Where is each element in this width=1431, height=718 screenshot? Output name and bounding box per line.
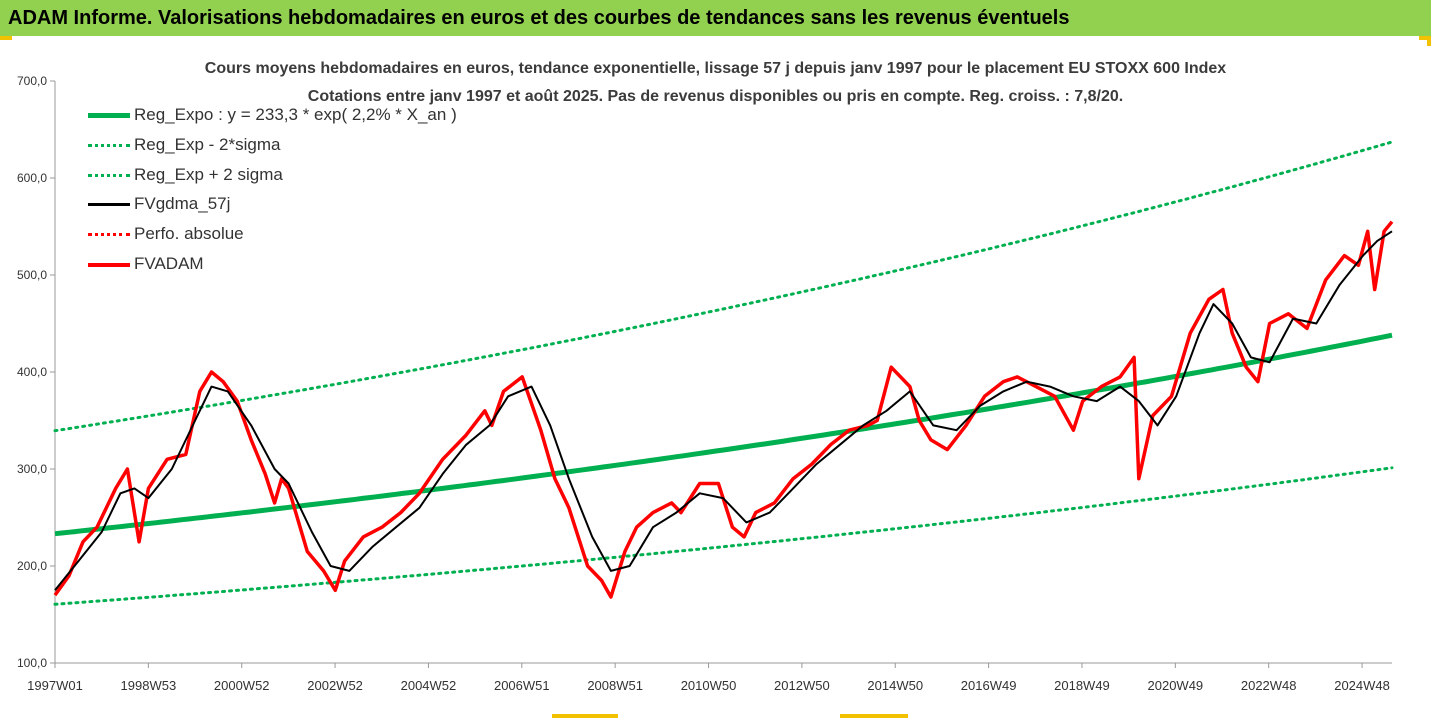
y-tick-label: 700,0 bbox=[17, 74, 47, 88]
legend-item-fvgdma: FVgdma_57j bbox=[88, 191, 508, 217]
report-title: ADAM Informe. Valorisations hebdomadaire… bbox=[8, 7, 1070, 29]
legend-item-perfo-absolue: Perfo. absolue bbox=[88, 221, 508, 247]
legend-item-reg-exp-plus: Reg_Exp + 2 sigma bbox=[88, 162, 508, 188]
y-tick-label: 300,0 bbox=[17, 462, 47, 476]
legend-swatch-solid-red bbox=[88, 263, 130, 267]
reg-expo-line bbox=[54, 332, 1393, 537]
legend-swatch-dotted-green bbox=[88, 144, 130, 147]
y-tick-label: 200,0 bbox=[17, 559, 47, 573]
x-tick-label: 2010W50 bbox=[681, 678, 737, 693]
legend-swatch-dotted-green bbox=[88, 174, 130, 177]
x-tick-label: 2024W48 bbox=[1334, 678, 1390, 693]
legend-label: Perfo. absolue bbox=[134, 224, 244, 243]
legend-label: FVADAM bbox=[134, 254, 204, 273]
corner-mark-top-left bbox=[0, 36, 12, 40]
y-tick-label: 600,0 bbox=[17, 171, 47, 185]
y-tick-label: 400,0 bbox=[17, 365, 47, 379]
y-tick-label: 100,0 bbox=[17, 656, 47, 670]
x-tick-label: 2002W52 bbox=[307, 678, 363, 693]
chart-title-line-1: Cours moyens hebdomadaires en euros, ten… bbox=[204, 60, 1227, 77]
legend-label: Reg_Exp - 2*sigma bbox=[134, 135, 281, 154]
corner-mark-top-right bbox=[1419, 36, 1431, 40]
x-tick-label: 2004W52 bbox=[401, 678, 457, 693]
x-tick-label: 2006W51 bbox=[494, 678, 550, 693]
legend-label: FVgdma_57j bbox=[134, 194, 231, 213]
reg-exp-upper-band-line bbox=[53, 140, 1394, 433]
chart-title-line-2: Cotations entre janv 1997 et août 2025. … bbox=[307, 88, 1124, 105]
legend-item-reg-exp-minus: Reg_Exp - 2*sigma bbox=[88, 132, 508, 158]
x-tick-label: 1998W53 bbox=[121, 678, 177, 693]
x-tick-label: 2014W50 bbox=[867, 678, 923, 693]
corner-mark-bottom-right bbox=[840, 714, 908, 718]
y-tick-label: 500,0 bbox=[17, 268, 47, 282]
x-tick-label: 2016W49 bbox=[961, 678, 1017, 693]
reg-exp-lower-band-line bbox=[53, 466, 1394, 606]
legend-swatch-solid-green bbox=[88, 113, 130, 118]
legend-swatch-solid-black bbox=[88, 203, 130, 206]
corner-mark-right-edge bbox=[1427, 36, 1431, 46]
legend-label: Reg_Expo : y = 233,3 * exp( 2,2% * X_an … bbox=[134, 105, 457, 124]
legend-swatch-dotted-red bbox=[88, 233, 130, 236]
fvgdma-57j-line bbox=[54, 230, 1393, 591]
x-tick-label: 2022W48 bbox=[1241, 678, 1297, 693]
corner-mark-bottom-left bbox=[552, 714, 618, 718]
x-tick-label: 2000W52 bbox=[214, 678, 270, 693]
x-tick-label: 2020W49 bbox=[1148, 678, 1204, 693]
legend-item-reg-expo: Reg_Expo : y = 233,3 * exp( 2,2% * X_an … bbox=[88, 102, 508, 128]
x-tick-label: 2012W50 bbox=[774, 678, 830, 693]
legend-label: Reg_Exp + 2 sigma bbox=[134, 165, 283, 184]
chart-area: Cours moyens hebdomadaires en euros, ten… bbox=[0, 36, 1431, 718]
fvadam-line bbox=[53, 220, 1394, 599]
x-tick-label: 2018W49 bbox=[1054, 678, 1110, 693]
legend-item-fvadam: FVADAM bbox=[88, 251, 508, 277]
report-header: ADAM Informe. Valorisations hebdomadaire… bbox=[0, 0, 1431, 36]
x-tick-label: 1997W01 bbox=[27, 678, 83, 693]
x-tick-label: 2008W51 bbox=[587, 678, 643, 693]
